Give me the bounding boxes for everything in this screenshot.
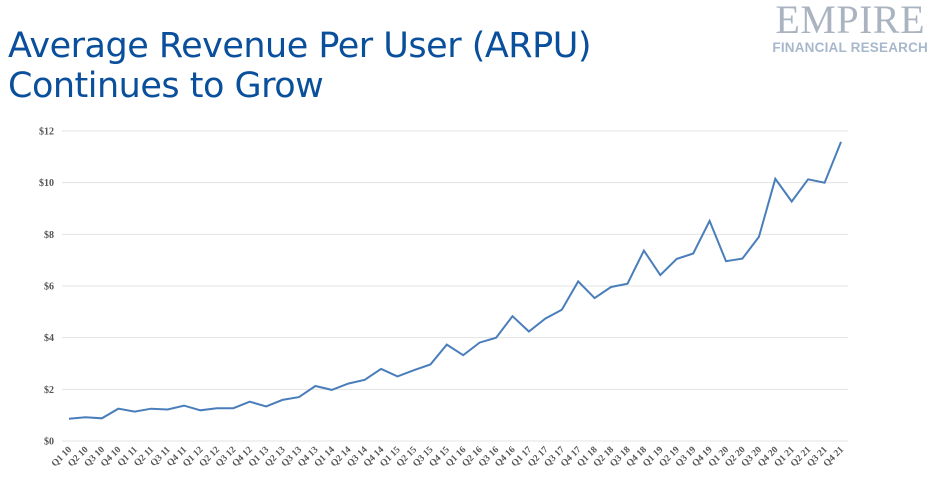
series-group	[68, 141, 842, 420]
y-tick-label: $12	[39, 127, 54, 138]
y-tick-label: $0	[44, 437, 54, 448]
y-tick-label: $6	[44, 282, 54, 293]
y-tick-label: $10	[39, 178, 54, 189]
y-axis-ticks: $0 $2 $4 $6 $8 $10 $12	[39, 127, 54, 448]
logo-sub-text: FINANCIAL RESEARCH	[772, 40, 928, 55]
series-line-arpu	[68, 141, 842, 420]
title-line-1: Average Revenue Per User (ARPU)	[8, 26, 592, 66]
logo-main-text: EMPIRE	[775, 0, 926, 42]
page-title: Average Revenue Per User (ARPU) Continue…	[8, 26, 592, 106]
y-tick-label: $4	[44, 333, 54, 344]
gridlines	[62, 130, 848, 442]
y-tick-label: $2	[44, 385, 54, 396]
title-line-2: Continues to Grow	[8, 66, 324, 106]
y-tick-label: $8	[44, 230, 54, 241]
empire-logo: EMPIRE FINANCIAL RESEARCH	[772, 0, 928, 55]
